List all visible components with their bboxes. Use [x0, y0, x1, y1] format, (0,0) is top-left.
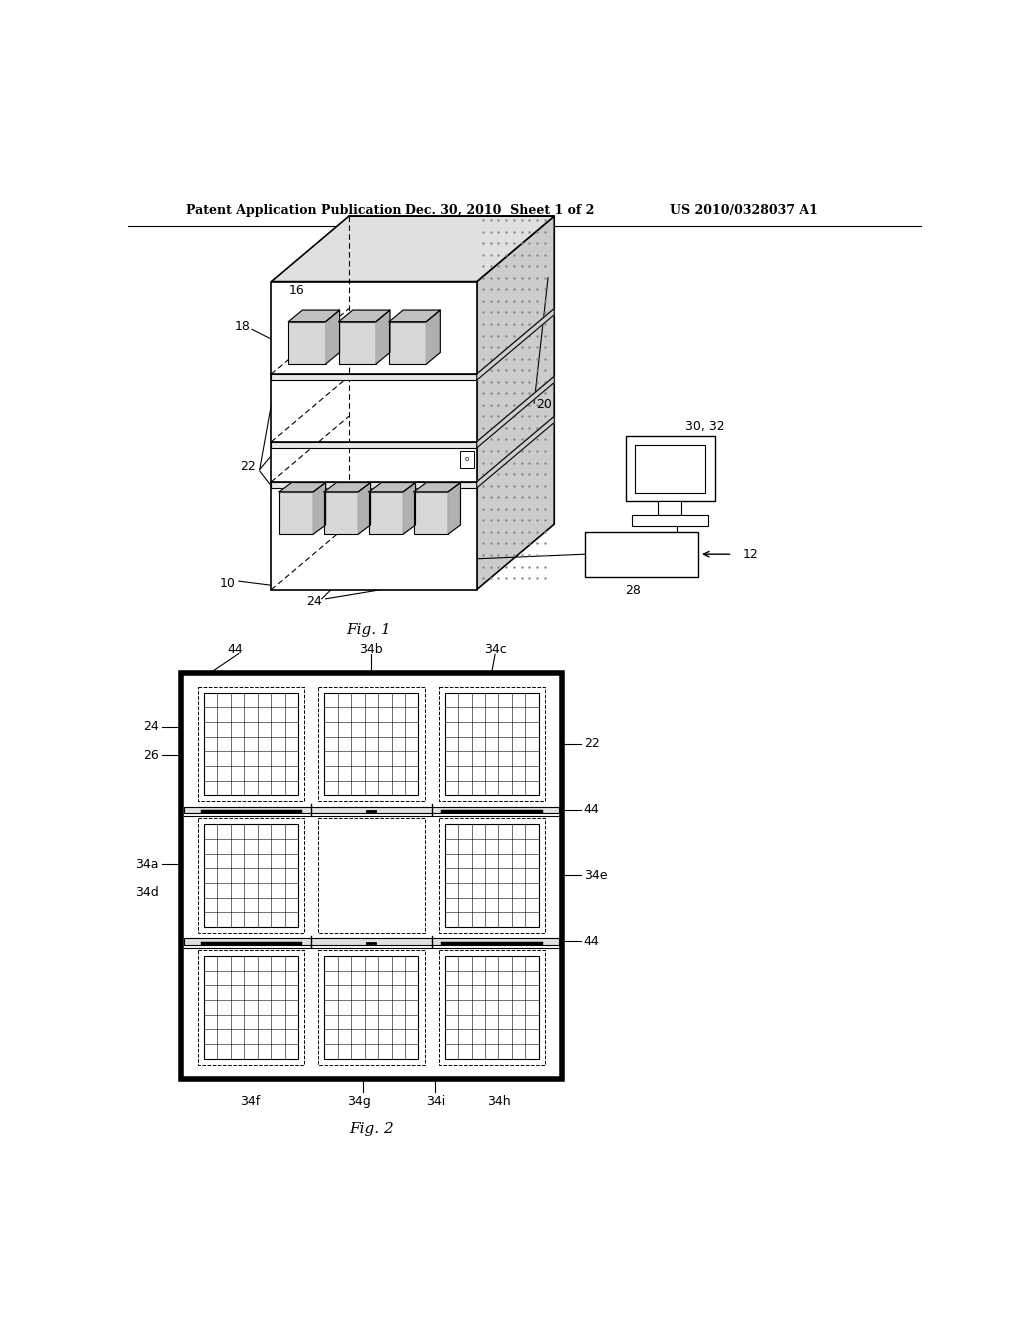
Bar	[271, 374, 477, 380]
Polygon shape	[358, 483, 371, 535]
Bar	[586, 532, 697, 577]
Text: 26: 26	[143, 748, 159, 762]
Text: 34a: 34a	[135, 858, 159, 871]
Text: 34d: 34d	[135, 886, 159, 899]
Polygon shape	[339, 310, 390, 322]
Bar	[626, 436, 715, 502]
Bar	[325, 956, 419, 1059]
Bar	[271, 482, 477, 488]
Polygon shape	[414, 483, 461, 492]
Polygon shape	[324, 483, 371, 492]
Bar	[369, 492, 403, 535]
Text: 24: 24	[306, 594, 322, 607]
Polygon shape	[326, 310, 340, 364]
Polygon shape	[376, 310, 390, 364]
Bar	[414, 492, 449, 535]
Bar	[183, 807, 559, 813]
Polygon shape	[477, 416, 554, 488]
Bar	[460, 451, 474, 469]
Bar	[324, 492, 358, 535]
Bar	[198, 950, 304, 1065]
Bar	[444, 956, 539, 1059]
Polygon shape	[403, 483, 416, 535]
Bar	[318, 686, 425, 801]
Bar	[198, 818, 304, 933]
Text: 28: 28	[626, 583, 641, 597]
Text: 18: 18	[234, 319, 251, 333]
Bar	[183, 939, 559, 945]
Text: 34f: 34f	[241, 1096, 260, 1109]
Bar	[204, 956, 298, 1059]
Polygon shape	[449, 483, 461, 535]
Polygon shape	[280, 483, 326, 492]
Text: 10: 10	[219, 577, 236, 590]
Text: 34e: 34e	[584, 869, 607, 882]
Text: 12: 12	[742, 548, 759, 561]
Text: 20: 20	[537, 399, 552, 412]
Bar	[180, 673, 562, 1078]
Text: US 2010/0328037 A1: US 2010/0328037 A1	[671, 205, 818, 218]
Text: 24: 24	[143, 721, 159, 734]
Text: 44: 44	[227, 643, 243, 656]
Bar	[438, 950, 545, 1065]
Bar	[289, 322, 326, 364]
Bar	[198, 686, 304, 801]
Polygon shape	[369, 483, 416, 492]
Polygon shape	[477, 309, 554, 380]
Bar	[318, 818, 425, 933]
Text: 34b: 34b	[359, 643, 383, 656]
Polygon shape	[477, 216, 554, 590]
Bar	[271, 281, 477, 590]
Bar	[204, 693, 298, 795]
Bar	[325, 693, 419, 795]
Bar	[204, 825, 298, 927]
Bar	[635, 445, 706, 492]
Text: 22: 22	[584, 737, 599, 750]
Bar	[389, 322, 426, 364]
Text: Fig. 2: Fig. 2	[349, 1122, 393, 1135]
Text: Patent Application Publication: Patent Application Publication	[186, 205, 401, 218]
Bar	[444, 693, 539, 795]
Text: 30, 32: 30, 32	[685, 420, 725, 433]
Polygon shape	[313, 483, 326, 535]
Text: Dec. 30, 2010  Sheet 1 of 2: Dec. 30, 2010 Sheet 1 of 2	[406, 205, 595, 218]
Polygon shape	[426, 310, 440, 364]
Bar	[444, 825, 539, 927]
Bar	[271, 442, 477, 447]
Text: 22: 22	[241, 459, 256, 473]
Text: 44: 44	[584, 935, 599, 948]
Bar	[318, 950, 425, 1065]
Text: Fig. 1: Fig. 1	[346, 623, 390, 636]
Bar	[280, 492, 313, 535]
Polygon shape	[271, 216, 554, 281]
Bar	[438, 818, 545, 933]
Text: 16: 16	[289, 284, 305, 297]
Text: 34c: 34c	[483, 643, 507, 656]
Text: 34g: 34g	[347, 1096, 371, 1109]
Polygon shape	[389, 310, 440, 322]
Text: 44: 44	[584, 804, 599, 816]
Text: o: o	[465, 457, 469, 462]
Polygon shape	[477, 376, 554, 447]
Text: 34i: 34i	[426, 1096, 445, 1109]
Polygon shape	[289, 310, 340, 322]
Text: 34h: 34h	[487, 1096, 511, 1109]
Bar	[658, 502, 681, 515]
Bar	[339, 322, 376, 364]
Bar	[632, 515, 709, 525]
Bar	[438, 686, 545, 801]
